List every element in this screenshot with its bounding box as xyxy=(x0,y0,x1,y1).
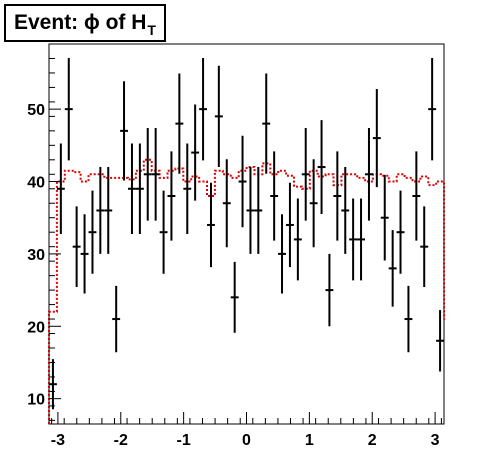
chart-title-subscript: T xyxy=(147,22,156,38)
data-point xyxy=(104,167,113,254)
y-tick-label: 30 xyxy=(27,247,45,264)
data-point xyxy=(278,214,286,294)
data-point xyxy=(301,127,310,221)
data-point xyxy=(333,151,342,241)
data-point xyxy=(135,143,144,234)
data-point xyxy=(317,120,326,214)
axes: 10 20 30 40 50 -3 -2 -1 0 1 2 3 xyxy=(27,43,442,449)
data-point xyxy=(183,143,192,234)
data-point xyxy=(404,285,413,353)
data-point xyxy=(120,81,128,181)
data-point xyxy=(128,143,136,234)
data-point xyxy=(285,182,294,268)
x-tick-label: 3 xyxy=(431,432,440,449)
data-point xyxy=(246,167,255,254)
data-point xyxy=(207,182,215,268)
data-point xyxy=(159,190,168,274)
mc-step-line xyxy=(48,158,446,424)
data-point xyxy=(88,190,97,274)
data-point xyxy=(270,151,279,241)
x-tick-label: -3 xyxy=(51,432,65,449)
data-point xyxy=(262,73,271,174)
data-point xyxy=(112,285,121,353)
data-point xyxy=(365,127,373,221)
data-point xyxy=(396,190,405,274)
data-point xyxy=(357,198,365,281)
data-point xyxy=(412,151,421,241)
y-tick-label: 40 xyxy=(27,175,45,192)
x-tick-label: -1 xyxy=(177,432,191,449)
data-point xyxy=(175,73,184,174)
data-points xyxy=(48,57,445,410)
data-point xyxy=(388,230,397,307)
data-point xyxy=(309,159,318,248)
data-point xyxy=(380,174,389,261)
data-point xyxy=(222,159,231,248)
data-point xyxy=(293,198,302,281)
mc-histogram xyxy=(48,158,446,424)
data-point xyxy=(167,151,176,241)
data-point xyxy=(238,135,247,228)
data-point xyxy=(436,310,445,372)
y-tick-label: 20 xyxy=(27,319,45,336)
y-tick-label: 50 xyxy=(27,102,45,119)
x-tick-label: -2 xyxy=(114,432,128,449)
data-point xyxy=(143,127,152,221)
data-point xyxy=(199,57,208,161)
data-point xyxy=(72,206,81,287)
data-point xyxy=(349,198,358,281)
data-point xyxy=(64,57,73,161)
data-point xyxy=(80,214,89,294)
x-tick-label: 2 xyxy=(368,432,377,449)
data-point xyxy=(420,206,429,287)
data-point xyxy=(48,359,57,410)
data-point xyxy=(230,261,239,333)
data-point xyxy=(428,57,437,161)
data-point xyxy=(96,167,105,254)
chart-title-text: Event: ϕ of H xyxy=(14,11,147,34)
data-point xyxy=(214,65,223,168)
x-tick-label: 0 xyxy=(242,432,251,449)
data-point xyxy=(341,167,350,254)
data-point xyxy=(56,143,65,234)
data-point xyxy=(151,127,160,221)
x-tick-label: 1 xyxy=(305,432,314,449)
data-point xyxy=(325,253,334,327)
data-point xyxy=(254,167,263,254)
plot-frame xyxy=(48,43,445,425)
y-tick-label: 10 xyxy=(27,392,45,409)
data-point xyxy=(191,104,200,201)
data-point xyxy=(372,89,381,188)
